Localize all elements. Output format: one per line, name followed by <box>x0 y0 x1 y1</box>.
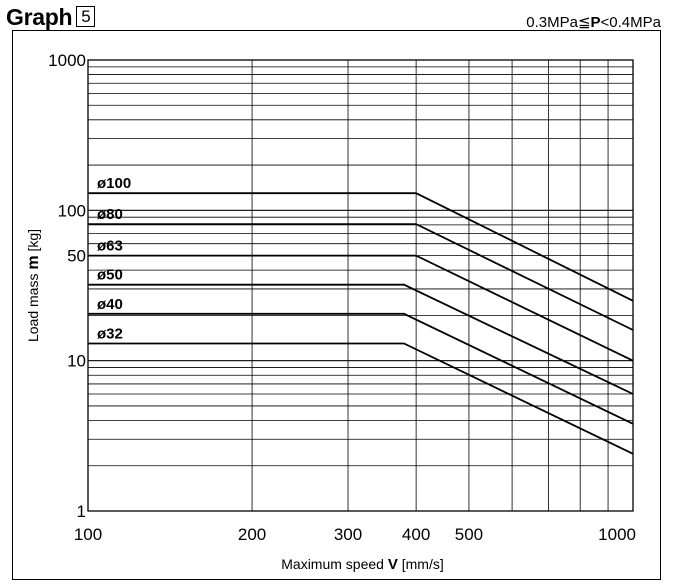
series-label: ø32 <box>97 326 123 343</box>
series-line <box>88 342 634 455</box>
y-tick-label: 1 <box>77 502 86 521</box>
condition-variable: P <box>590 14 601 31</box>
condition-prefix: 0.3MPa≦ <box>526 14 591 31</box>
series-label: ø50 <box>97 267 123 284</box>
series-label: ø100 <box>97 175 131 192</box>
graph-title-text: Graph <box>6 4 73 30</box>
pressure-condition: 0.3MPa≦P<0.4MPa <box>526 13 661 31</box>
series-line <box>88 223 634 331</box>
graph-title: Graph 5 <box>6 4 96 31</box>
y-tick-label: 100 <box>58 201 86 220</box>
graph-number-badge: 5 <box>76 6 96 27</box>
y-tick-label: 10 <box>67 352 86 371</box>
y-axis-label: Load mass m [kg] <box>25 229 42 342</box>
x-tick-label: 300 <box>334 525 362 544</box>
series-line <box>88 283 634 395</box>
condition-suffix: <0.4MPa <box>600 14 661 31</box>
x-axis-label: Maximum speed V [mm/s] <box>281 556 444 573</box>
x-tick-label: 400 <box>402 525 430 544</box>
x-tick-label: 200 <box>238 525 266 544</box>
x-tick-label: 100 <box>74 525 102 544</box>
chart-series: ø100 ø80 ø63 ø50 ø40 ø32 <box>88 175 634 455</box>
series-line <box>88 192 634 302</box>
x-tick-label: 1000 <box>598 525 636 544</box>
y-tick-label: 1000 <box>48 51 86 70</box>
chart-labels: 100 200 300 400 500 1000 1000 100 50 10 1 <box>48 51 636 544</box>
series-label: ø63 <box>97 238 123 255</box>
plot-border <box>87 59 634 512</box>
series-line <box>88 254 634 362</box>
x-tick-label: 500 <box>455 525 483 544</box>
series-line <box>88 312 634 425</box>
y-tick-label: 50 <box>67 247 86 266</box>
series-label: ø40 <box>97 296 123 313</box>
graph-frame <box>12 30 661 580</box>
series-label: ø80 <box>97 206 123 223</box>
